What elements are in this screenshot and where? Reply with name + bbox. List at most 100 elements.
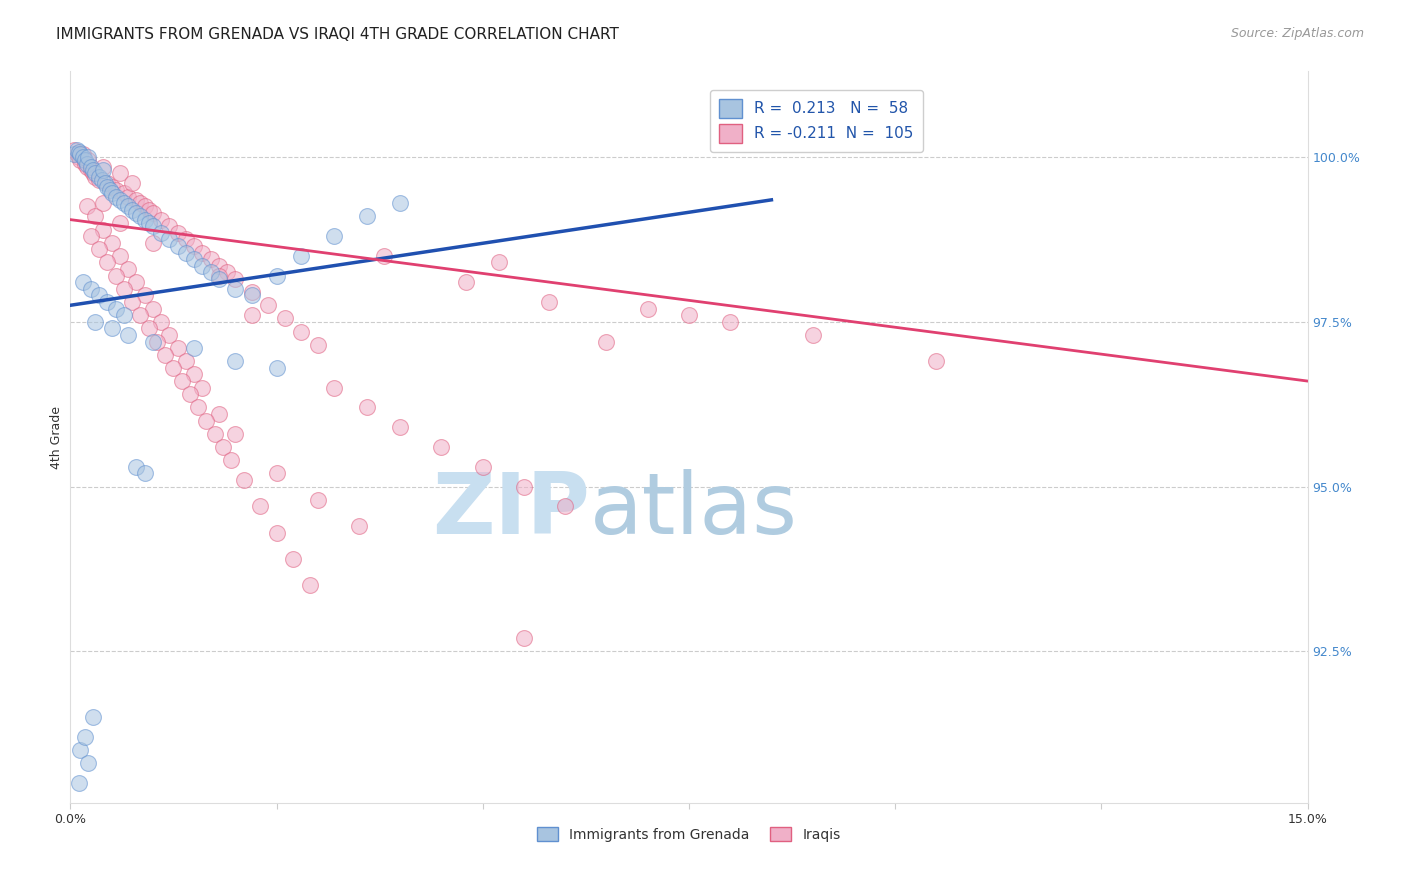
- Point: [157, 232, 180, 246]
- Point: [266, 525, 288, 540]
- Point: [138, 216, 160, 230]
- Point: [240, 288, 263, 302]
- Point: [125, 206, 148, 220]
- Point: [718, 315, 741, 329]
- Point: [212, 440, 235, 454]
- Point: [678, 308, 700, 322]
- Point: [513, 479, 536, 493]
- Point: [208, 259, 231, 273]
- Point: [84, 167, 107, 181]
- Point: [347, 519, 370, 533]
- Point: [69, 743, 91, 757]
- Point: [257, 298, 280, 312]
- Point: [80, 160, 103, 174]
- Point: [117, 189, 139, 203]
- Point: [595, 334, 617, 349]
- Point: [104, 183, 127, 197]
- Point: [142, 301, 165, 316]
- Point: [112, 282, 135, 296]
- Point: [112, 308, 135, 322]
- Point: [157, 327, 180, 342]
- Point: [307, 338, 329, 352]
- Point: [215, 265, 238, 279]
- Point: [134, 212, 156, 227]
- Point: [96, 295, 118, 310]
- Point: [90, 173, 112, 187]
- Point: [170, 374, 193, 388]
- Point: [281, 552, 304, 566]
- Text: IMMIGRANTS FROM GRENADA VS IRAQI 4TH GRADE CORRELATION CHART: IMMIGRANTS FROM GRENADA VS IRAQI 4TH GRA…: [56, 27, 619, 42]
- Point: [266, 360, 288, 375]
- Point: [108, 216, 131, 230]
- Point: [80, 282, 103, 296]
- Point: [637, 301, 659, 316]
- Point: [195, 414, 218, 428]
- Point: [150, 315, 173, 329]
- Point: [76, 199, 98, 213]
- Point: [471, 459, 494, 474]
- Point: [96, 177, 118, 191]
- Point: [77, 756, 100, 771]
- Point: [134, 199, 156, 213]
- Point: [204, 426, 226, 441]
- Point: [117, 262, 139, 277]
- Point: [290, 249, 312, 263]
- Point: [183, 341, 205, 355]
- Point: [274, 311, 297, 326]
- Point: [67, 150, 90, 164]
- Point: [240, 308, 263, 322]
- Point: [112, 186, 135, 201]
- Point: [69, 153, 91, 168]
- Point: [96, 255, 118, 269]
- Point: [72, 150, 94, 164]
- Point: [150, 212, 173, 227]
- Point: [75, 153, 97, 168]
- Point: [100, 321, 122, 335]
- Point: [77, 150, 100, 164]
- Point: [142, 235, 165, 250]
- Point: [290, 325, 312, 339]
- Y-axis label: 4th Grade: 4th Grade: [51, 406, 63, 468]
- Point: [100, 186, 122, 201]
- Point: [121, 295, 143, 310]
- Point: [224, 272, 246, 286]
- Point: [142, 334, 165, 349]
- Point: [142, 219, 165, 234]
- Point: [208, 272, 231, 286]
- Point: [183, 239, 205, 253]
- Point: [323, 381, 346, 395]
- Point: [96, 179, 118, 194]
- Point: [66, 144, 89, 158]
- Point: [89, 169, 111, 184]
- Point: [63, 146, 86, 161]
- Point: [104, 301, 127, 316]
- Point: [232, 473, 254, 487]
- Point: [76, 156, 98, 170]
- Point: [66, 146, 89, 161]
- Point: [174, 232, 197, 246]
- Point: [89, 173, 111, 187]
- Point: [129, 308, 152, 322]
- Point: [208, 268, 231, 283]
- Point: [153, 348, 176, 362]
- Point: [80, 163, 103, 178]
- Point: [138, 202, 160, 217]
- Point: [174, 354, 197, 368]
- Text: Source: ZipAtlas.com: Source: ZipAtlas.com: [1230, 27, 1364, 40]
- Point: [166, 226, 188, 240]
- Point: [456, 275, 478, 289]
- Point: [77, 153, 100, 168]
- Point: [200, 265, 222, 279]
- Point: [208, 407, 231, 421]
- Text: ZIP: ZIP: [432, 468, 591, 552]
- Point: [84, 169, 107, 184]
- Point: [183, 368, 205, 382]
- Point: [191, 259, 214, 273]
- Point: [75, 730, 97, 744]
- Point: [554, 500, 576, 514]
- Point: [179, 387, 201, 401]
- Point: [430, 440, 453, 454]
- Point: [356, 401, 378, 415]
- Point: [69, 146, 91, 161]
- Point: [191, 245, 214, 260]
